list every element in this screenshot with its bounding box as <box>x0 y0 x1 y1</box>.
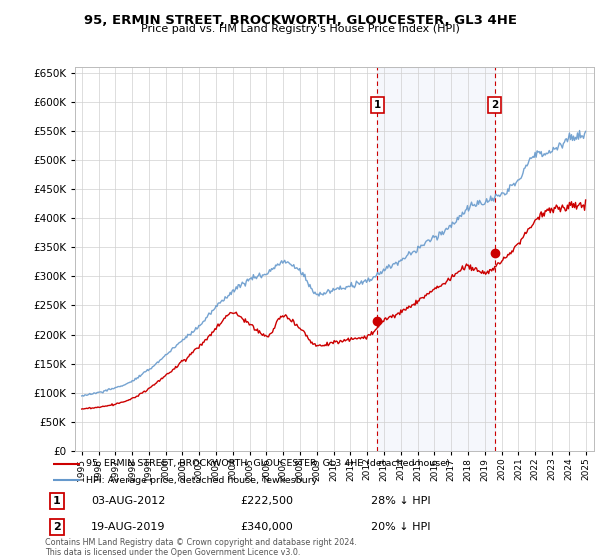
Text: Price paid vs. HM Land Registry's House Price Index (HPI): Price paid vs. HM Land Registry's House … <box>140 24 460 34</box>
Text: Contains HM Land Registry data © Crown copyright and database right 2024.
This d: Contains HM Land Registry data © Crown c… <box>45 538 357 557</box>
Text: 2: 2 <box>491 100 499 110</box>
Text: 95, ERMIN STREET, BROCKWORTH, GLOUCESTER, GL3 4HE (detached house): 95, ERMIN STREET, BROCKWORTH, GLOUCESTER… <box>86 459 449 468</box>
Text: 03-AUG-2012: 03-AUG-2012 <box>91 496 166 506</box>
Text: 1: 1 <box>374 100 381 110</box>
Text: £222,500: £222,500 <box>241 496 293 506</box>
Bar <box>377 67 495 451</box>
Text: 19-AUG-2019: 19-AUG-2019 <box>91 522 166 533</box>
Text: £340,000: £340,000 <box>241 522 293 533</box>
Text: HPI: Average price, detached house, Tewkesbury: HPI: Average price, detached house, Tewk… <box>86 475 317 484</box>
Text: 20% ↓ HPI: 20% ↓ HPI <box>371 522 430 533</box>
Text: 95, ERMIN STREET, BROCKWORTH, GLOUCESTER, GL3 4HE: 95, ERMIN STREET, BROCKWORTH, GLOUCESTER… <box>83 14 517 27</box>
Text: 1: 1 <box>53 496 61 506</box>
Text: 2: 2 <box>53 522 61 533</box>
Text: 28% ↓ HPI: 28% ↓ HPI <box>371 496 430 506</box>
